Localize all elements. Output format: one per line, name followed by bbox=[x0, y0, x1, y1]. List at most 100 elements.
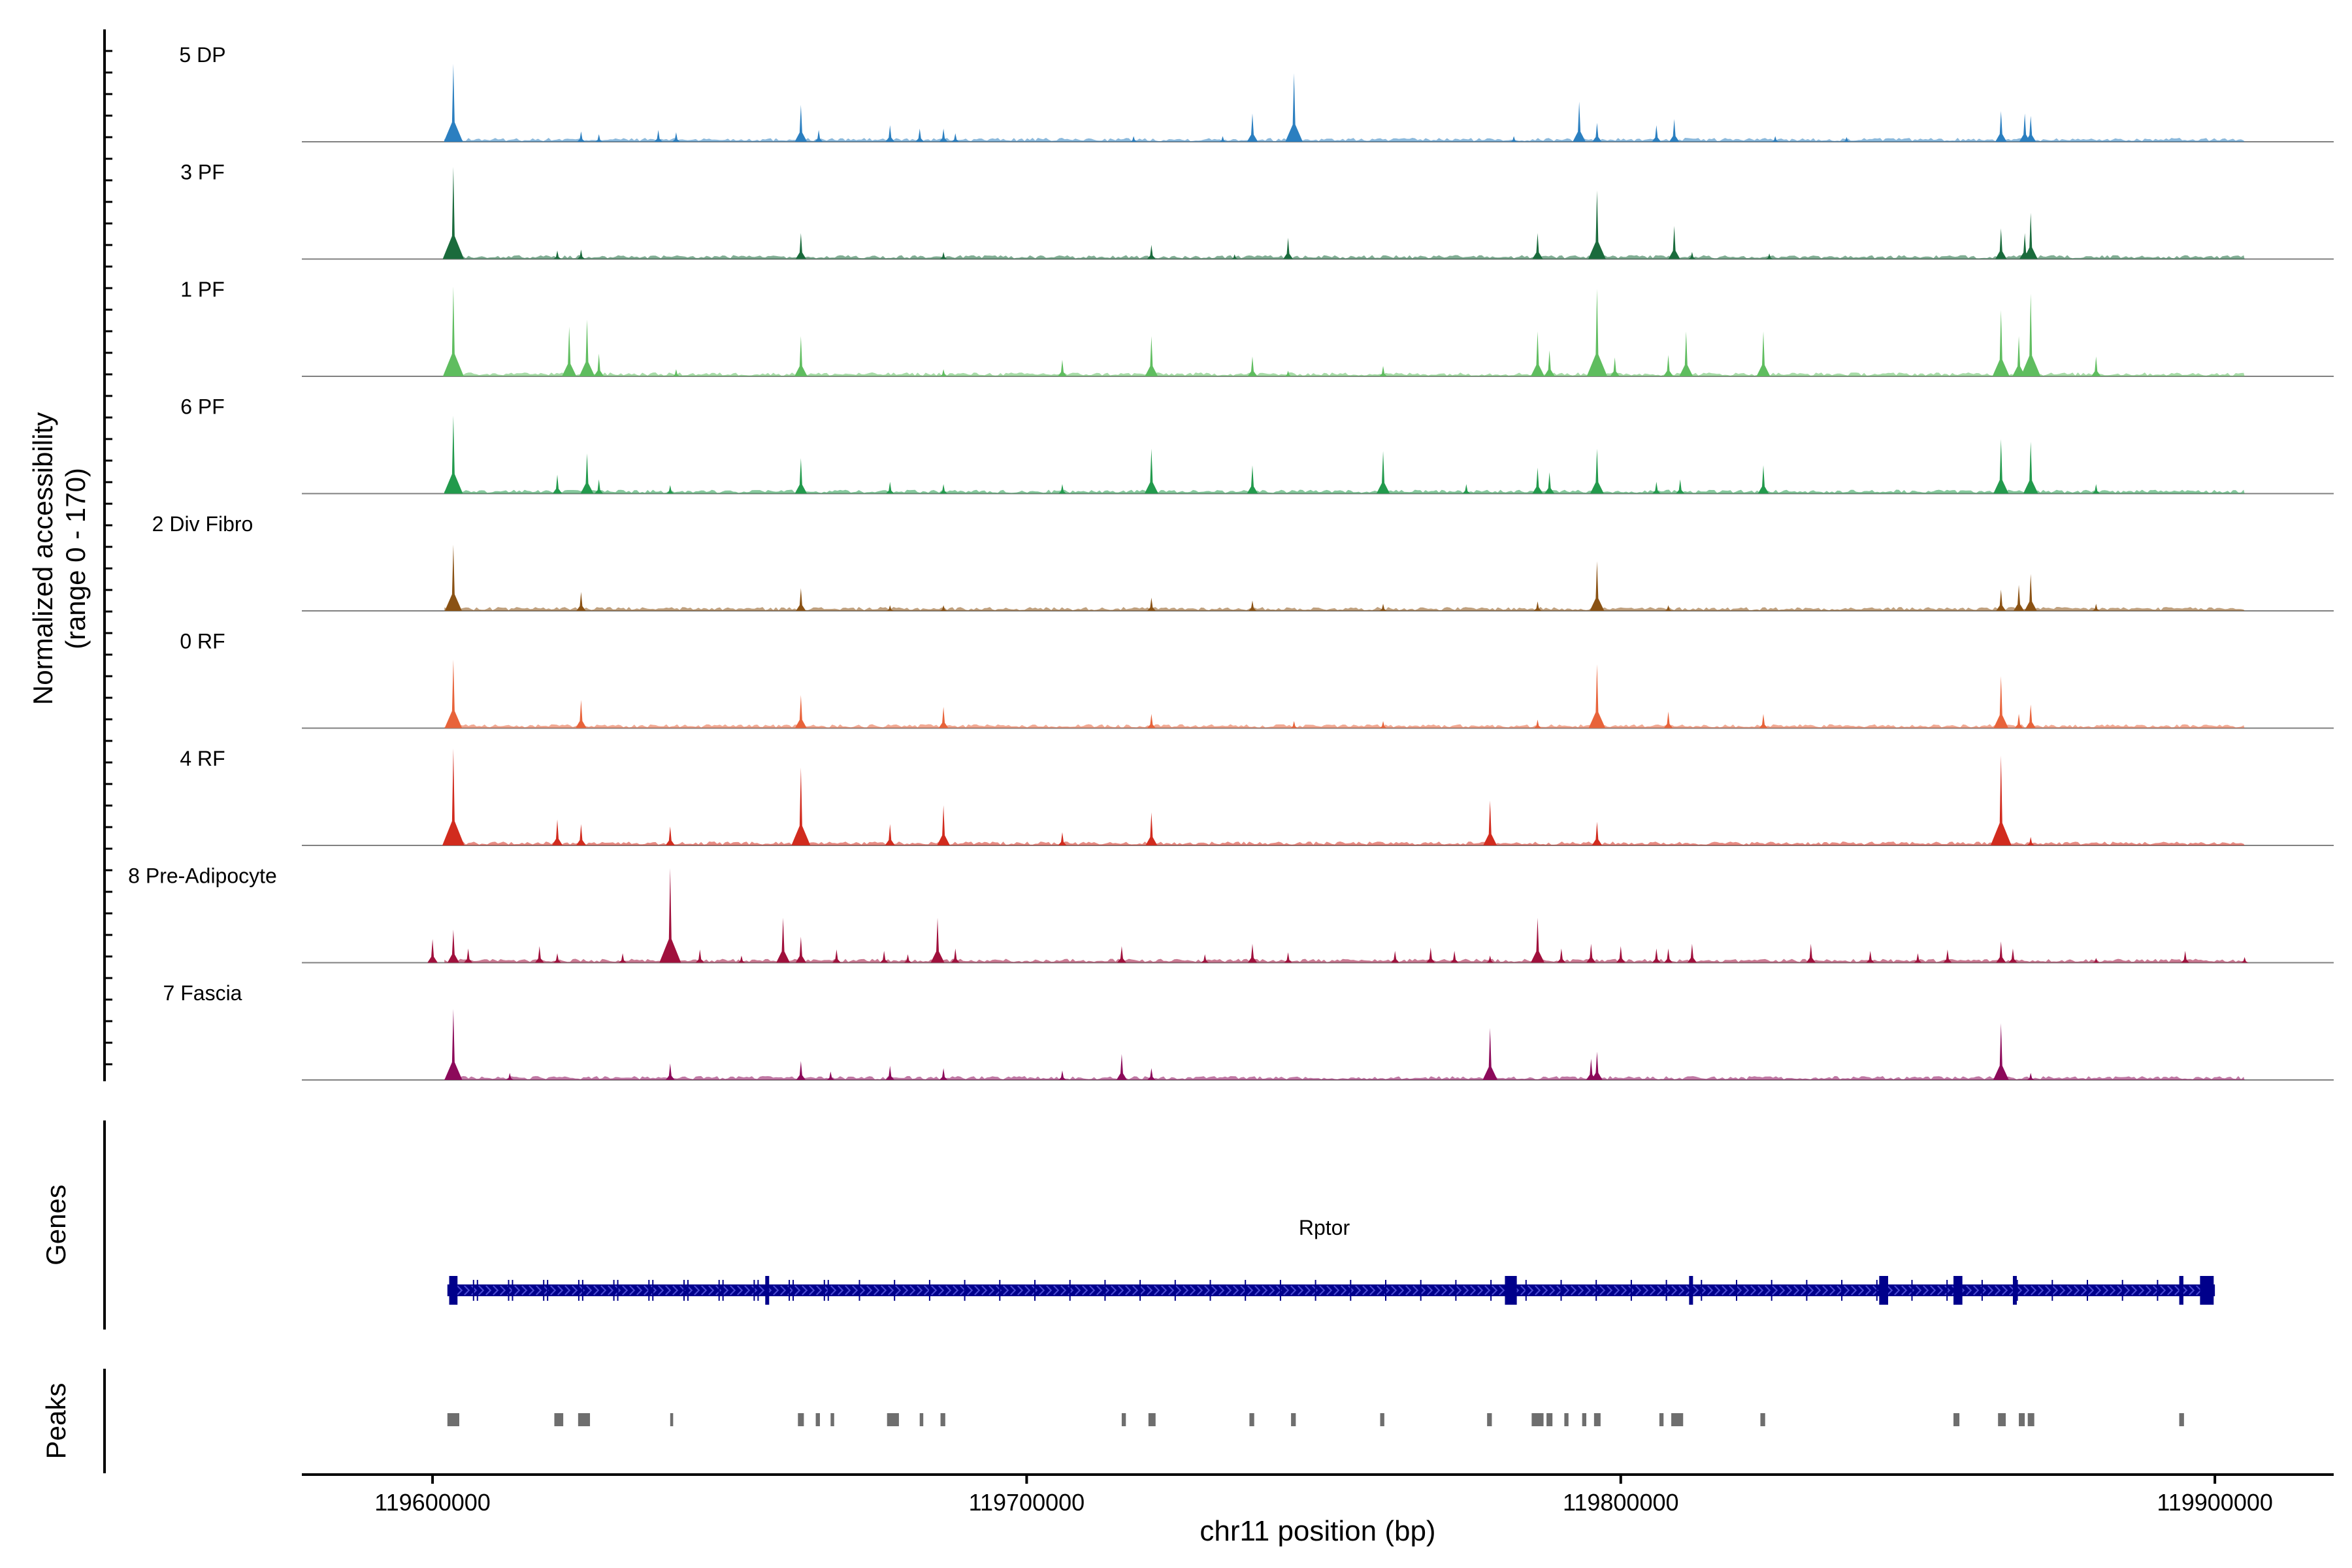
coverage-peak bbox=[1533, 601, 1542, 611]
strand-arrow bbox=[888, 1285, 894, 1296]
x-tick-label: 119900000 bbox=[2157, 1489, 2273, 1516]
coverage-peak bbox=[444, 544, 462, 611]
strand-arrow bbox=[514, 1285, 521, 1296]
strand-arrow bbox=[1118, 1285, 1124, 1296]
strand-arrow bbox=[1369, 1285, 1376, 1296]
strand-arrow bbox=[1413, 1285, 1419, 1296]
strand-arrow bbox=[1348, 1285, 1354, 1296]
coverage-peak bbox=[534, 946, 544, 963]
peak-region bbox=[887, 1413, 899, 1426]
coverage-peak bbox=[575, 700, 587, 728]
strand-arrow bbox=[1391, 1285, 1397, 1296]
strand-arrow bbox=[845, 1285, 851, 1296]
strand-arrow bbox=[1355, 1285, 1362, 1296]
coverage-peak bbox=[1842, 137, 1850, 142]
track-label: 3 PF bbox=[180, 161, 225, 184]
coverage-peak bbox=[2012, 336, 2025, 376]
coverage-peak bbox=[1285, 73, 1303, 142]
coverage-peak bbox=[1765, 253, 1773, 259]
strand-arrow bbox=[974, 1285, 981, 1296]
coverage-peak bbox=[1544, 350, 1555, 376]
strand-arrow bbox=[572, 1285, 578, 1296]
track-label: 2 Div Fibro bbox=[152, 512, 253, 536]
genes-panel-label: Genes bbox=[41, 1184, 71, 1266]
track-1: 3 PF bbox=[180, 161, 2334, 260]
coverage-peak bbox=[1247, 356, 1258, 376]
coverage-peak bbox=[1483, 800, 1497, 845]
strand-arrow bbox=[629, 1285, 636, 1296]
strand-arrow bbox=[1470, 1285, 1477, 1296]
strand-arrow bbox=[1247, 1285, 1254, 1296]
strand-arrow bbox=[1405, 1285, 1412, 1296]
strand-arrow bbox=[2095, 1285, 2102, 1296]
strand-arrow bbox=[1585, 1285, 1592, 1296]
peak-region bbox=[1671, 1413, 1684, 1426]
strand-arrow bbox=[500, 1285, 506, 1296]
strand-arrow bbox=[909, 1285, 916, 1296]
strand-arrow bbox=[1793, 1285, 1800, 1296]
x-tick-label: 119600000 bbox=[374, 1489, 491, 1516]
coverage-peak bbox=[904, 954, 912, 963]
coverage-peak bbox=[1544, 472, 1555, 494]
coverage-peak bbox=[2092, 484, 2100, 494]
strand-arrow bbox=[1844, 1285, 1850, 1296]
coverage-peak bbox=[1530, 331, 1544, 376]
coverage-peak bbox=[1663, 948, 1673, 963]
coverage-peak bbox=[1058, 1070, 1067, 1080]
strand-arrow bbox=[1032, 1285, 1038, 1296]
strand-arrow bbox=[529, 1285, 535, 1296]
coverage-peak bbox=[938, 706, 949, 728]
strand-arrow bbox=[1448, 1285, 1455, 1296]
strand-arrow bbox=[1995, 1285, 2001, 1296]
track-label: 1 PF bbox=[180, 278, 225, 301]
strand-arrow bbox=[1621, 1285, 1627, 1296]
strand-arrow bbox=[1096, 1285, 1103, 1296]
coverage-peak bbox=[885, 824, 895, 845]
strand-arrow bbox=[2052, 1285, 2059, 1296]
coverage-peak bbox=[1147, 597, 1156, 611]
track-label: 6 PF bbox=[180, 395, 225, 419]
coverage-peak bbox=[1675, 479, 1685, 494]
track-noise bbox=[444, 255, 2245, 259]
coverage-peak bbox=[2024, 574, 2037, 611]
strand-arrow bbox=[1535, 1285, 1541, 1296]
strand-arrow bbox=[794, 1285, 801, 1296]
strand-arrow bbox=[809, 1285, 815, 1296]
strand-arrow bbox=[1635, 1285, 1642, 1296]
coverage-peak bbox=[672, 132, 681, 142]
strand-arrow bbox=[2081, 1285, 2087, 1296]
gene-exon bbox=[765, 1276, 770, 1305]
coverage-peak bbox=[1668, 225, 1680, 259]
coverage-peak bbox=[2025, 704, 2036, 728]
coverage-peak bbox=[1147, 244, 1156, 259]
coverage-peak bbox=[1756, 331, 1771, 376]
strand-arrow bbox=[816, 1285, 823, 1296]
coverage-peak bbox=[1592, 821, 1603, 845]
coverage-peak bbox=[1379, 366, 1388, 376]
coverage-peak bbox=[885, 482, 894, 494]
coverage-peak bbox=[1247, 465, 1258, 494]
strand-arrow bbox=[2059, 1285, 2066, 1296]
strand-arrow bbox=[1650, 1285, 1656, 1296]
strand-arrow bbox=[521, 1285, 528, 1296]
strand-arrow bbox=[1578, 1285, 1584, 1296]
coverage-peak bbox=[951, 948, 960, 963]
strand-arrow bbox=[1484, 1285, 1491, 1296]
peak-region bbox=[1953, 1413, 1960, 1426]
coverage-peak bbox=[666, 485, 674, 494]
coverage-peak bbox=[879, 951, 889, 963]
coverage-peak bbox=[427, 939, 438, 963]
coverage-peak bbox=[939, 605, 947, 611]
coverage-peak bbox=[1757, 465, 1769, 494]
peak-region bbox=[2027, 1413, 2034, 1426]
strand-arrow bbox=[1887, 1285, 1893, 1296]
strand-arrow bbox=[564, 1285, 571, 1296]
strand-arrow bbox=[2131, 1285, 2138, 1296]
strand-arrow bbox=[1010, 1285, 1017, 1296]
strand-arrow bbox=[1678, 1285, 1685, 1296]
coverage-peak bbox=[2014, 713, 2023, 728]
strand-arrow bbox=[744, 1285, 751, 1296]
strand-arrow bbox=[493, 1285, 499, 1296]
coverage-peak bbox=[1058, 484, 1067, 494]
